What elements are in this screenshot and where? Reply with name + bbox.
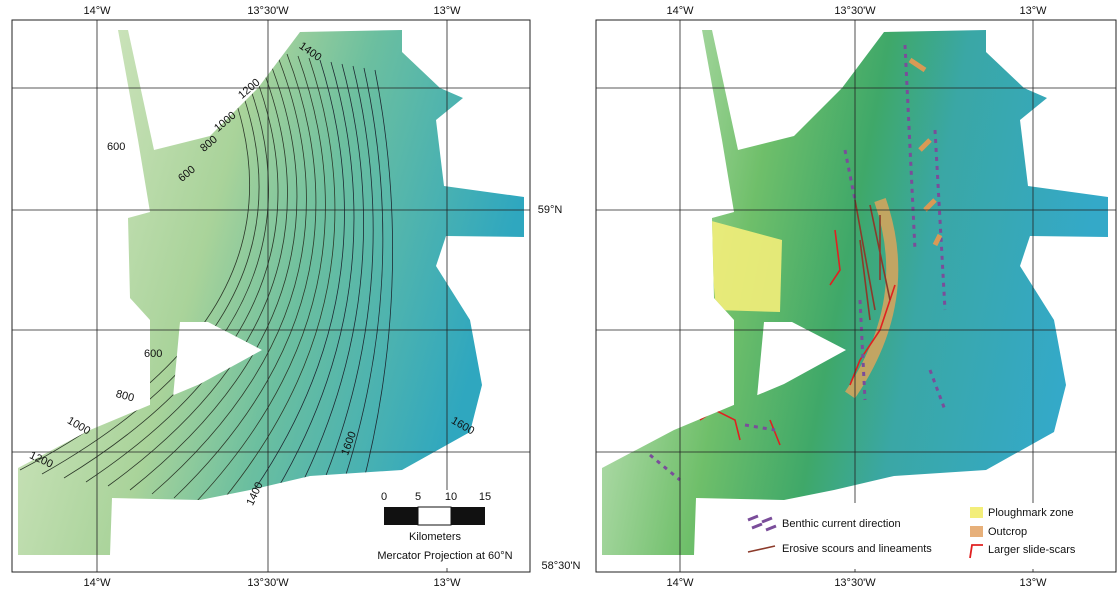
lon-label: 13°30'W [247, 577, 289, 589]
scale-bar: 0 5 10 15 Kilometers Mercator Projection… [365, 490, 527, 568]
scale-tick: 15 [479, 491, 491, 503]
scale-tick: 10 [445, 491, 457, 503]
lon-label: 13°30'W [834, 5, 876, 17]
contour-label: 600 [107, 141, 125, 153]
lon-label: 14°W [83, 5, 111, 17]
contour-label: 1000 [65, 415, 92, 438]
legend-swatch [970, 507, 983, 518]
projection: Mercator Projection at 60°N [377, 550, 512, 562]
scale-tick: 5 [415, 491, 421, 503]
lon-label: 14°W [666, 577, 694, 589]
map-figure: 14°W 13°30'W 13°W 14°W 13°30'W 13°W 1400… [0, 0, 1119, 592]
scale-unit: Kilometers [409, 531, 461, 543]
legend-label: Larger slide-scars [988, 544, 1076, 556]
contour-label: 600 [144, 348, 162, 360]
legend-label: Outcrop [988, 526, 1027, 538]
scale-segment [451, 507, 485, 525]
lon-label: 13°30'W [247, 5, 289, 17]
legend-swatch [970, 526, 983, 537]
lon-label: 13°W [433, 577, 461, 589]
lon-label: 14°W [666, 5, 694, 17]
legend-label: Benthic current direction [782, 518, 901, 530]
lon-label: 13°W [433, 5, 461, 17]
scale-segment [418, 507, 451, 525]
lon-label: 13°W [1019, 577, 1047, 589]
scale-segment [384, 507, 418, 525]
lat-label: 58°30'N [542, 560, 581, 572]
legend: Benthic current direction Erosive scours… [738, 503, 1114, 569]
lon-label: 13°30'W [834, 577, 876, 589]
legend-label: Ploughmark zone [988, 507, 1074, 519]
lon-label: 14°W [83, 577, 111, 589]
lon-label: 13°W [1019, 5, 1047, 17]
lat-label: 59°N [538, 204, 563, 216]
legend-label: Erosive scours and lineaments [782, 543, 932, 555]
contour-label: 800 [114, 388, 135, 404]
scale-tick: 0 [381, 491, 387, 503]
